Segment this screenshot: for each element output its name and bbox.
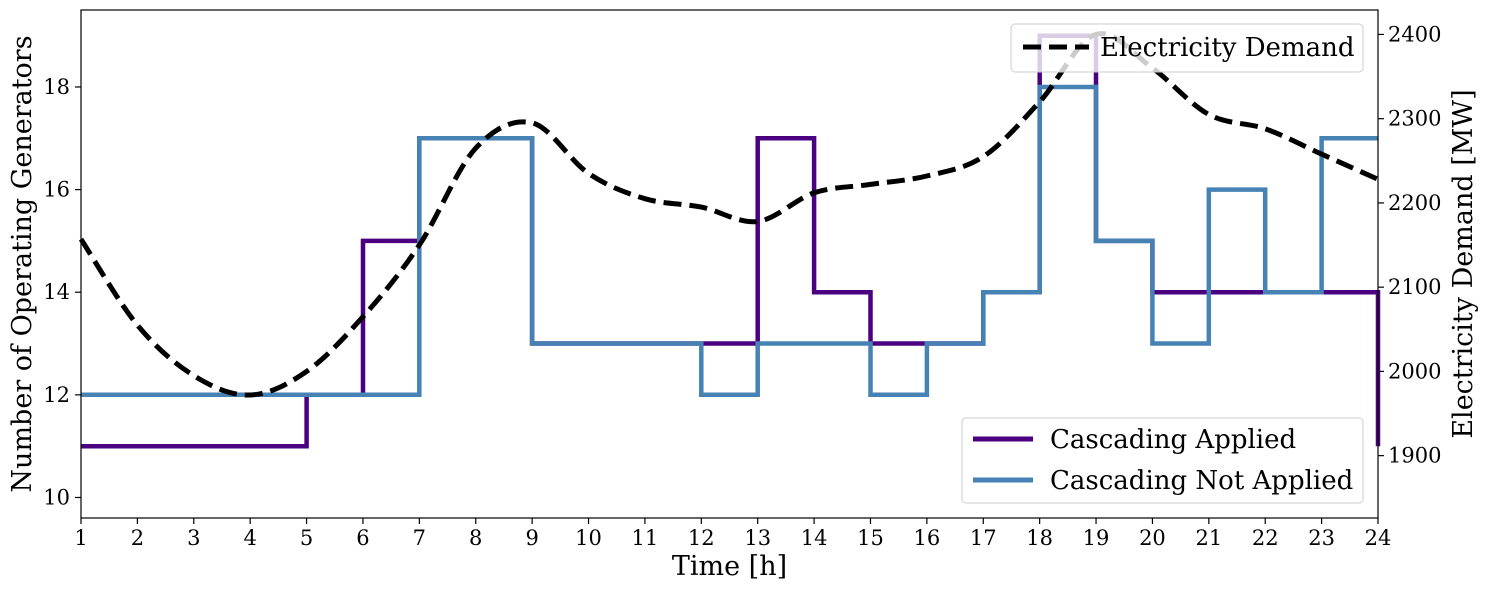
x-tick-label-10: 10 — [575, 526, 602, 550]
right-y-axis-ticks: 1900 2000 2100 2200 2300 2400 — [1378, 22, 1441, 468]
y2-tick-label-2000: 2000 — [1388, 359, 1441, 383]
plot-series — [78, 31, 1381, 449]
x-axis-label: Time [h] — [672, 551, 787, 582]
series-line-cascading-not-applied — [81, 84, 1378, 398]
y2-axis-label: Electricity Demand [MW] — [1448, 89, 1479, 438]
legend-cascading-applied-label: Cascading Applied — [1050, 425, 1296, 455]
y-axis-label: Number of Operating Generators — [7, 35, 38, 492]
y-tick-label-16: 16 — [43, 178, 70, 202]
y-tick-label-18: 18 — [43, 75, 70, 99]
x-tick-label-2: 2 — [131, 526, 144, 550]
left-y-axis-ticks: 10 12 14 16 18 — [43, 75, 81, 509]
x-tick-label-6: 6 — [356, 526, 369, 550]
legend-demand: Electricity Demand — [1010, 23, 1364, 73]
x-tick-label-13: 13 — [744, 526, 771, 550]
x-tick-label-8: 8 — [469, 526, 482, 550]
y2-tick-label-2200: 2200 — [1388, 191, 1441, 215]
y-tick-label-12: 12 — [43, 383, 70, 407]
y2-tick-label-2300: 2300 — [1388, 107, 1441, 131]
x-tick-label-11: 11 — [632, 526, 659, 550]
x-tick-label-24: 24 — [1365, 526, 1392, 550]
x-tick-label-21: 21 — [1195, 526, 1222, 550]
x-tick-label-5: 5 — [300, 526, 313, 550]
legend-generators: Cascading Applied Cascading Not Applied — [961, 417, 1364, 504]
legend-cascading-not-applied-label: Cascading Not Applied — [1050, 466, 1353, 496]
x-tick-label-4: 4 — [243, 526, 256, 550]
x-tick-label-16: 16 — [914, 526, 941, 550]
x-tick-label-23: 23 — [1308, 526, 1335, 550]
series-line-electricity-demand — [78, 31, 1380, 398]
x-tick-label-1: 1 — [74, 526, 87, 550]
legend-demand-box — [1010, 23, 1364, 73]
x-tick-label-19: 19 — [1083, 526, 1110, 550]
x-tick-label-3: 3 — [187, 526, 200, 550]
x-tick-label-9: 9 — [525, 526, 538, 550]
x-tick-label-12: 12 — [688, 526, 715, 550]
y2-tick-label-1900: 1900 — [1388, 444, 1441, 468]
x-tick-label-7: 7 — [413, 526, 426, 550]
x-tick-label-15: 15 — [857, 526, 884, 550]
y-tick-label-14: 14 — [43, 280, 70, 304]
y2-tick-label-2400: 2400 — [1388, 22, 1441, 46]
x-tick-label-22: 22 — [1252, 526, 1279, 550]
legend-demand-label: Electricity Demand — [1100, 33, 1355, 63]
x-axis-ticks: 1 2 3 4 5 6 7 8 9 10 11 12 13 14 15 16 17 18 19 20 21 22 23 24 — [74, 518, 1391, 550]
x-tick-label-18: 18 — [1026, 526, 1053, 550]
y-tick-label-10: 10 — [43, 485, 70, 509]
x-tick-label-17: 17 — [970, 526, 997, 550]
x-tick-label-20: 20 — [1139, 526, 1166, 550]
x-tick-label-14: 14 — [801, 526, 828, 550]
y2-tick-label-2100: 2100 — [1388, 275, 1441, 299]
legend-generators-box — [961, 417, 1364, 504]
plot-frame — [80, 9, 1379, 519]
